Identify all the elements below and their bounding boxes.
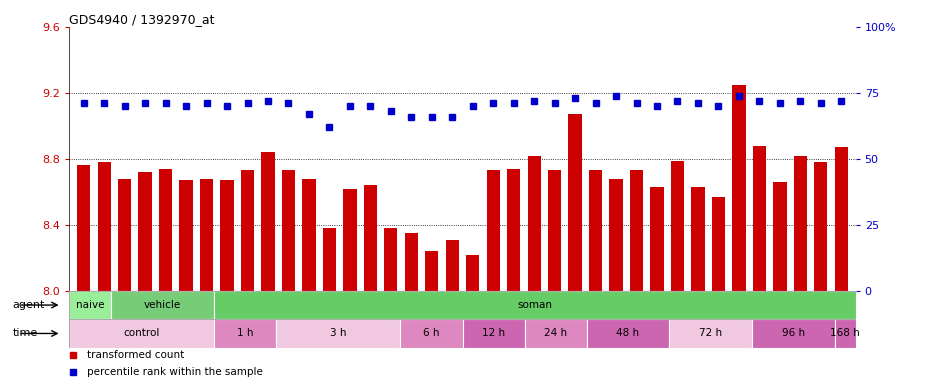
Bar [111,291,215,319]
Bar [753,146,766,384]
Bar [671,161,684,384]
Bar [650,187,663,384]
Bar [323,228,336,384]
Bar [711,197,725,384]
Text: soman: soman [517,300,552,310]
Text: transformed count: transformed count [87,350,184,360]
Bar [277,319,401,348]
Bar [426,251,438,384]
Bar [462,319,524,348]
Bar [814,162,828,384]
Bar [77,166,91,384]
Bar [179,180,192,384]
Bar [834,147,848,384]
Text: 96 h: 96 h [782,328,805,338]
Bar [262,152,275,384]
Bar [548,170,561,384]
Bar [507,169,521,384]
Text: GDS4940 / 1392970_at: GDS4940 / 1392970_at [69,13,215,26]
Bar [401,319,462,348]
Bar [69,319,856,348]
Text: time: time [13,328,38,338]
Bar [610,179,623,384]
Bar [466,255,479,384]
Text: 12 h: 12 h [482,328,505,338]
Bar [69,291,111,319]
Bar [670,319,752,348]
Bar [446,240,459,384]
Text: 48 h: 48 h [616,328,639,338]
Text: percentile rank within the sample: percentile rank within the sample [87,367,263,377]
Bar [752,319,835,348]
Bar [773,182,786,384]
Bar [569,114,582,384]
Bar [343,189,356,384]
Bar [630,170,643,384]
Text: 3 h: 3 h [330,328,347,338]
Bar [159,169,172,384]
Bar [527,156,541,384]
Bar [69,291,856,319]
Bar [97,162,111,384]
Bar [691,187,705,384]
Bar [240,170,254,384]
Bar [364,185,377,384]
Bar [215,319,277,348]
Bar [118,179,131,384]
Bar [733,84,746,384]
Bar [586,319,670,348]
Bar [524,319,586,348]
Text: 168 h: 168 h [831,328,860,338]
Bar [69,319,215,348]
Text: vehicle: vehicle [144,300,181,310]
Text: naive: naive [76,300,105,310]
Bar [200,179,214,384]
Bar [139,172,152,384]
Bar [282,170,295,384]
Bar [404,233,418,384]
Text: 24 h: 24 h [544,328,567,338]
Bar [487,170,500,384]
Bar [302,179,315,384]
Bar [835,319,856,348]
Bar [794,156,807,384]
Bar [589,170,602,384]
Bar [215,291,856,319]
Text: 72 h: 72 h [699,328,722,338]
Bar [384,228,398,384]
Text: 6 h: 6 h [424,328,439,338]
Text: 1 h: 1 h [237,328,253,338]
Text: agent: agent [13,300,45,310]
Bar [220,180,234,384]
Text: control: control [124,328,160,338]
